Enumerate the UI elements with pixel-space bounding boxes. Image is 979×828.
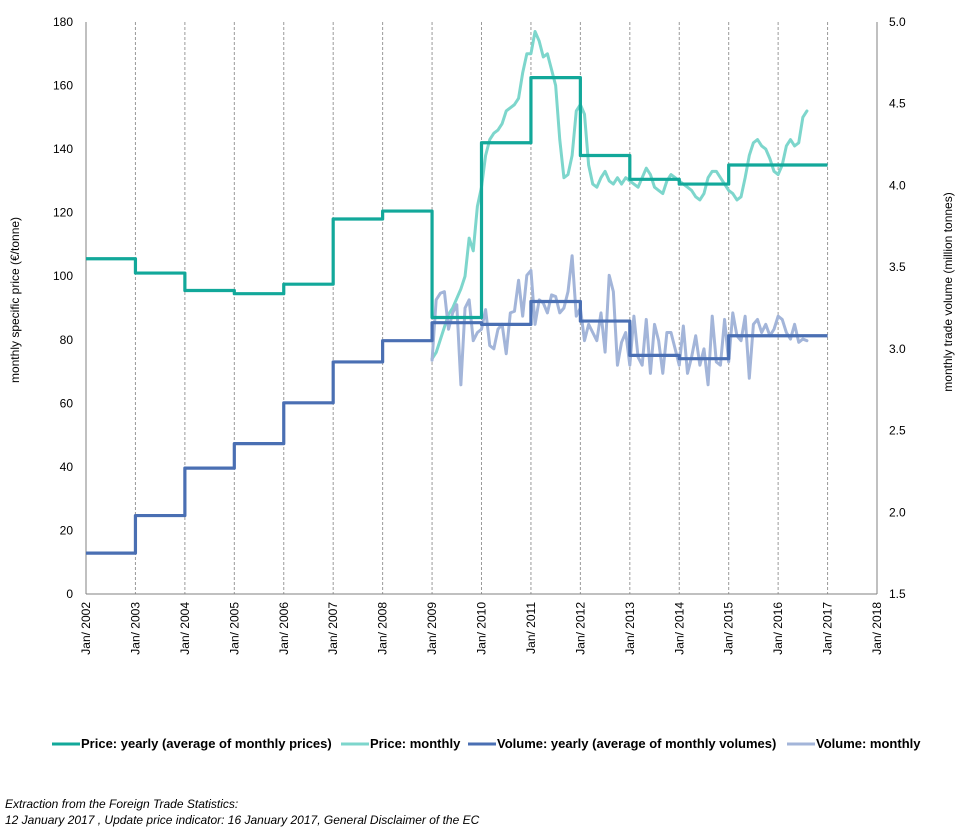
x-tick-label: Jan/ 2018 [870,602,884,655]
x-tick-label: Jan/ 2011 [524,602,538,654]
x-tick-label: Jan/ 2010 [475,602,489,655]
y-tick-label-right: 5.0 [889,15,906,29]
x-tick-label: Jan/ 2017 [821,602,835,655]
y-tick-label-right: 2.5 [889,424,906,438]
x-tick-label: Jan/ 2008 [376,602,390,655]
y-tick-label-left: 20 [60,523,74,537]
axis-titles: monthly specific price (€/tonne) monthly … [8,192,955,391]
legend: Price: yearly (average of monthly prices… [52,736,921,751]
series-line [86,299,828,555]
series-line [86,76,828,320]
legend-label: Volume: monthly [816,736,921,751]
y-tick-label-left: 0 [66,587,73,601]
x-tick-label: Jan/ 2003 [128,602,142,655]
x-tick-label: Jan/ 2015 [722,602,736,655]
x-tick-label: Jan/ 2007 [326,602,340,655]
tick-labels: Jan/ 2002 Jan/ 2003 Jan/ 2004 Jan/ 2005 Jan/… [53,15,906,655]
y-tick-label-left: 40 [60,460,74,474]
x-tick-label: Jan/ 2002 [79,602,93,655]
y-tick-label-left: 120 [53,206,73,220]
y-tick-label-left: 80 [60,333,74,347]
y-tick-label-right: 4.0 [889,178,906,192]
y-tick-label-left: 100 [53,269,73,283]
series-layer [86,30,828,555]
x-tick-label: Jan/ 2006 [277,602,291,655]
source-footer: Extraction from the Foreign Trade Statis… [5,796,479,828]
y-tick-label-left: 60 [60,396,74,410]
x-tick-label: Jan/ 2009 [425,602,439,655]
y-tick-label-right: 2.0 [889,505,906,519]
y-axis-title-right: monthly trade volume (million tonnes) [941,192,955,391]
x-tick-label: Jan/ 2013 [623,602,637,655]
x-tick-label: Jan/ 2004 [178,602,192,655]
y-tick-label-right: 4.5 [889,97,906,111]
legend-label: Price: yearly (average of monthly prices… [81,736,332,751]
y-tick-label-right: 1.5 [889,587,906,601]
x-tick-label: Jan/ 2005 [227,602,241,655]
y-tick-label-right: 3.0 [889,342,906,356]
y-tick-label-left: 180 [53,15,73,29]
y-tick-label-left: 160 [53,79,73,93]
series-line [430,254,809,387]
legend-label: Price: monthly [370,736,461,751]
legend-label: Volume: yearly (average of monthly volum… [497,736,776,751]
series-line [430,30,809,361]
x-tick-label: Jan/ 2014 [672,602,686,655]
footer-line-2: 12 January 2017 , Update price indicator… [5,813,480,827]
y-tick-label-right: 3.5 [889,260,906,274]
y-tick-label-left: 140 [53,142,73,156]
y-axis-title-left: monthly specific price (€/tonne) [8,217,22,383]
axes [85,22,878,595]
x-tick-label: Jan/ 2016 [771,602,785,655]
grid-lines [134,22,878,594]
x-tick-label: Jan/ 2012 [573,602,587,655]
footer-line-1: Extraction from the Foreign Trade Statis… [5,797,239,811]
